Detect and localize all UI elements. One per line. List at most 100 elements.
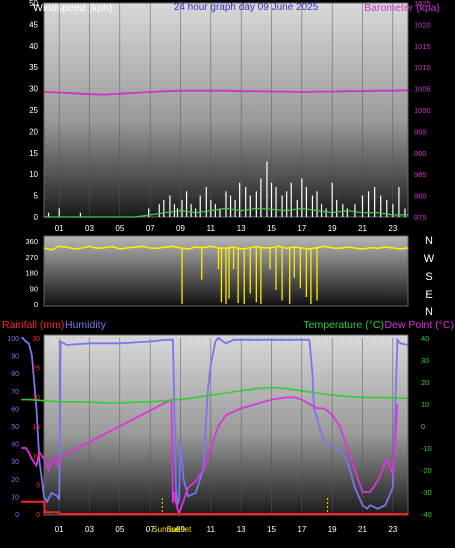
windspeed-tick-label: 20 — [29, 127, 38, 136]
temperature-tick-label: -30 — [421, 488, 432, 497]
rainfall-tick-label: 30 — [32, 336, 40, 343]
compass-label: N — [425, 306, 433, 318]
sunset-label: Sunset — [166, 525, 192, 534]
rainfall-tick-label: 15 — [32, 424, 40, 431]
wind-hour-tick-label: 17 — [297, 224, 306, 233]
rainfall-line — [21, 500, 408, 515]
rainfall-tick-label: 25 — [32, 365, 40, 372]
temperature-tick-labels: -40 -30 -20 -10 0 10 20 30 40 — [421, 334, 432, 519]
humidity-tick-label: 10 — [11, 494, 19, 501]
wind-barometer-plot-area — [43, 2, 409, 218]
compass-label: W — [424, 253, 435, 265]
direction-tick-label: 0 — [34, 300, 38, 309]
temperature-tick-label: -20 — [421, 466, 432, 475]
temperature-tick-label: -40 — [421, 510, 432, 519]
barometer-tick-label: 985 — [414, 170, 427, 179]
sunrise-label: Sunrise — [152, 525, 180, 534]
rainfall-tick-labels: 0 5 10 15 20 25 30 — [32, 336, 40, 519]
dewpoint-axis-label: Dew Point (°C) — [384, 319, 454, 331]
barometer-tick-label: 1005 — [414, 85, 431, 94]
barometer-tick-label: 1015 — [414, 42, 431, 51]
humidity-tick-label: 60 — [11, 406, 19, 413]
humidity-tick-label: 20 — [11, 477, 19, 484]
humidity-tick-label: 80 — [11, 371, 19, 378]
windspeed-tick-label: 40 — [29, 42, 38, 51]
barometer-tick-label: 995 — [414, 127, 427, 136]
direction-tick-label: 360 — [25, 237, 38, 246]
direction-tick-label: 270 — [25, 253, 38, 262]
windspeed-tick-labels: 0 5 10 15 20 25 30 35 40 45 50 — [29, 0, 38, 222]
temp-hour-tick-label: 07 — [146, 525, 155, 534]
wind-hour-tick-label: 15 — [267, 224, 276, 233]
humidity-axis-label: Humidity — [65, 319, 107, 331]
direction-tick-label: 180 — [25, 269, 38, 278]
windspeed-tick-label: 15 — [29, 149, 38, 158]
windspeed-tick-label: 35 — [29, 63, 38, 72]
windspeed-tick-label: 25 — [29, 106, 38, 115]
temperature-tick-label: 10 — [421, 400, 429, 409]
barometer-tick-label: 1010 — [414, 63, 431, 72]
windspeed-tick-label: 10 — [29, 170, 38, 179]
wind-hour-tick-label: 09 — [176, 224, 185, 233]
temp-hour-tick-label: 19 — [328, 525, 337, 534]
temp-hour-tick-labels: 01 03 05 07 09 11 13 15 17 19 21 23 — [55, 525, 398, 534]
temp-hour-tick-label: 13 — [237, 525, 246, 534]
temp-humidity-marks — [21, 336, 409, 518]
humidity-tick-label: 40 — [11, 442, 19, 449]
compass-label: S — [425, 271, 432, 283]
barometer-tick-label: 1025 — [414, 0, 431, 8]
temperature-axis-label: Temperature (°C) — [303, 319, 384, 331]
humidity-tick-label: 70 — [11, 389, 19, 396]
direction-marks — [43, 245, 409, 304]
temperature-tick-label: 0 — [421, 422, 425, 431]
temp-hour-tick-label: 15 — [267, 525, 276, 534]
wind-hour-tick-label: 23 — [388, 224, 397, 233]
temp-hour-tick-label: 17 — [297, 525, 306, 534]
wind-hour-tick-label: 11 — [207, 224, 216, 233]
rainfall-tick-label: 20 — [32, 395, 40, 402]
wind-hour-tick-label: 03 — [85, 224, 94, 233]
wind-barometer-panel: Windspeed (kph) 24 hour graph day 09 Jun… — [29, 0, 440, 233]
temperature-line — [21, 386, 409, 404]
direction-tick-label: 90 — [30, 284, 38, 293]
temperature-tick-label: 40 — [421, 334, 429, 343]
rainfall-tick-label: 5 — [36, 483, 40, 490]
humidity-line — [21, 336, 409, 510]
rainfall-tick-label: 10 — [32, 453, 40, 460]
direction-tick-labels: 0 90 180 270 360 — [25, 237, 38, 309]
temperature-tick-label: 20 — [421, 378, 429, 387]
temp-humidity-panel: Rainfall (mm) Humidity Temperature (°C) … — [2, 319, 454, 534]
wind-hour-tick-label: 01 — [55, 224, 64, 233]
humidity-tick-label: 100 — [7, 336, 19, 343]
barometer-tick-label: 1000 — [414, 106, 431, 115]
temperature-tick-label: 30 — [421, 356, 429, 365]
windspeed-tick-label: 50 — [29, 0, 38, 8]
dewpoint-line — [21, 396, 399, 518]
windspeed-tick-label: 5 — [34, 192, 39, 201]
windspeed-tick-label: 0 — [34, 213, 39, 222]
temp-hour-tick-label: 23 — [388, 525, 397, 534]
direction-grid — [44, 248, 408, 297]
temp-hour-tick-label: 05 — [115, 525, 124, 534]
windspeed-axis-label: Windspeed (kph) — [33, 2, 112, 14]
barometer-axis-label: Barometer (kpa) — [364, 2, 440, 14]
wind-hour-tick-label: 13 — [237, 224, 246, 233]
wind-barometer-marks — [43, 89, 409, 218]
compass-label: E — [425, 289, 432, 301]
wind-hour-tick-label: 21 — [358, 224, 367, 233]
windspeed-tick-label: 30 — [29, 85, 38, 94]
barometer-tick-labels: 975 980 985 990 995 1000 1005 1010 1015 1020 1025 — [414, 0, 431, 222]
wind-hour-tick-labels: 01 03 05 07 09 11 13 15 17 19 21 23 — [55, 224, 398, 233]
temperature-tick-label: -10 — [421, 444, 432, 453]
rainfall-tick-label: 0 — [36, 512, 40, 519]
temp-hour-tick-label: 03 — [85, 525, 94, 534]
barometer-line — [43, 89, 409, 96]
barometer-tick-label: 1020 — [414, 20, 431, 29]
barometer-tick-label: 975 — [414, 213, 427, 222]
humidity-tick-label: 90 — [11, 354, 19, 361]
